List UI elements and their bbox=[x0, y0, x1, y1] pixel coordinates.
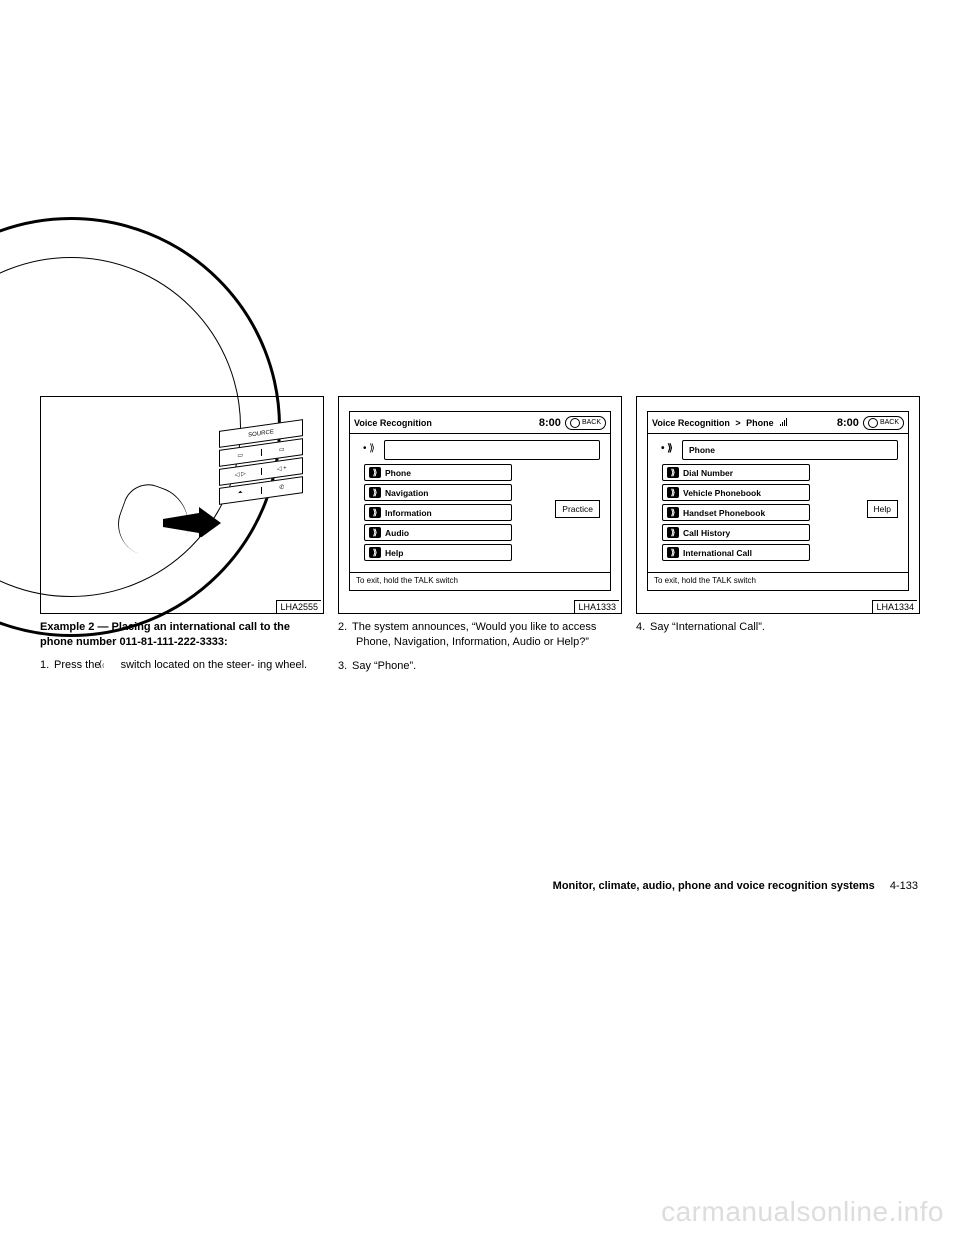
breadcrumb-phone: Phone bbox=[746, 418, 774, 428]
speaking-icon: • ⟫ bbox=[661, 443, 673, 454]
menu-phone[interactable]: ⟫Phone bbox=[364, 464, 512, 481]
steering-buttons: SOURCE ▭▭ ◁ ▷◁ + ⏶✆ bbox=[219, 425, 303, 501]
menu-call-history[interactable]: ⟫Call History bbox=[662, 524, 810, 541]
screen-header: Voice Recognition > Phone 8:00 BACK bbox=[648, 412, 908, 434]
menu-vehicle-phonebook[interactable]: ⟫Vehicle Phonebook bbox=[662, 484, 810, 501]
step-list-2: 2.The system announces, “Would you like … bbox=[338, 620, 622, 682]
screen-title: Voice Recognition bbox=[354, 418, 539, 428]
screen-vr-main: Voice Recognition 8:00 BACK • ⟫ ⟫Phone ⟫… bbox=[349, 411, 611, 591]
figure-vr-main: Voice Recognition 8:00 BACK • ⟫ ⟫Phone ⟫… bbox=[338, 396, 622, 614]
screen-header: Voice Recognition 8:00 BACK bbox=[350, 412, 610, 434]
practice-button[interactable]: Practice bbox=[555, 500, 600, 518]
breadcrumb-sep: > bbox=[735, 418, 740, 428]
speaking-icon: • ⟫ bbox=[363, 443, 375, 454]
screen-title: Voice Recognition > Phone bbox=[652, 417, 837, 428]
talk-switch-icon: ⟨₍ bbox=[104, 658, 118, 671]
screen-vr-phone: Voice Recognition > Phone 8:00 BACK • ⟫ … bbox=[647, 411, 909, 591]
step-list-1: 1.Press the ⟨₍ switch located on the ste… bbox=[40, 658, 324, 681]
screen-footer: To exit, hold the TALK switch bbox=[350, 572, 610, 590]
menu-audio[interactable]: ⟫Audio bbox=[364, 524, 512, 541]
page-footer: Monitor, climate, audio, phone and voice… bbox=[553, 880, 918, 892]
column-3: Voice Recognition > Phone 8:00 BACK • ⟫ … bbox=[636, 396, 920, 682]
menu-information[interactable]: ⟫Information bbox=[364, 504, 512, 521]
help-button[interactable]: Help bbox=[867, 500, 898, 518]
figure-vr-phone: Voice Recognition > Phone 8:00 BACK • ⟫ … bbox=[636, 396, 920, 614]
pointer-arrow-icon bbox=[163, 507, 223, 537]
column-2: Voice Recognition 8:00 BACK • ⟫ ⟫Phone ⟫… bbox=[338, 396, 622, 682]
figure-label: LHA2555 bbox=[276, 600, 321, 613]
figure-label: LHA1333 bbox=[574, 600, 619, 613]
back-button[interactable]: BACK bbox=[565, 416, 606, 430]
menu-dial-number[interactable]: ⟫Dial Number bbox=[662, 464, 810, 481]
step-1: 1.Press the ⟨₍ switch located on the ste… bbox=[40, 658, 324, 673]
menu-navigation[interactable]: ⟫Navigation bbox=[364, 484, 512, 501]
step-list-3: 4.Say “International Call”. bbox=[636, 620, 920, 643]
figure-steering-wheel: SOURCE ▭▭ ◁ ▷◁ + ⏶✆ LHA2555 bbox=[40, 396, 324, 614]
step-2: 2.The system announces, “Would you like … bbox=[338, 620, 622, 651]
step-3: 3.Say “Phone”. bbox=[338, 659, 622, 674]
signal-icon bbox=[780, 417, 790, 425]
prompt-box: • ⟫ Phone bbox=[682, 440, 898, 460]
clock: 8:00 bbox=[539, 417, 561, 429]
menu-list: ⟫Dial Number ⟫Vehicle Phonebook ⟫Handset… bbox=[662, 464, 898, 561]
back-button[interactable]: BACK bbox=[863, 416, 904, 430]
menu-help[interactable]: ⟫Help bbox=[364, 544, 512, 561]
menu-international-call[interactable]: ⟫International Call bbox=[662, 544, 810, 561]
menu-handset-phonebook[interactable]: ⟫Handset Phonebook bbox=[662, 504, 810, 521]
watermark: carmanualsonline.info bbox=[661, 1196, 944, 1228]
section-title: Monitor, climate, audio, phone and voice… bbox=[553, 880, 875, 892]
screen-footer: To exit, hold the TALK switch bbox=[648, 572, 908, 590]
column-1: SOURCE ▭▭ ◁ ▷◁ + ⏶✆ LHA2555 Example 2 — … bbox=[40, 396, 324, 682]
figure-label: LHA1334 bbox=[872, 600, 917, 613]
clock: 8:00 bbox=[837, 417, 859, 429]
prompt-box: • ⟫ bbox=[384, 440, 600, 460]
step-4: 4.Say “International Call”. bbox=[636, 620, 920, 635]
page-number: 4-133 bbox=[890, 880, 918, 892]
